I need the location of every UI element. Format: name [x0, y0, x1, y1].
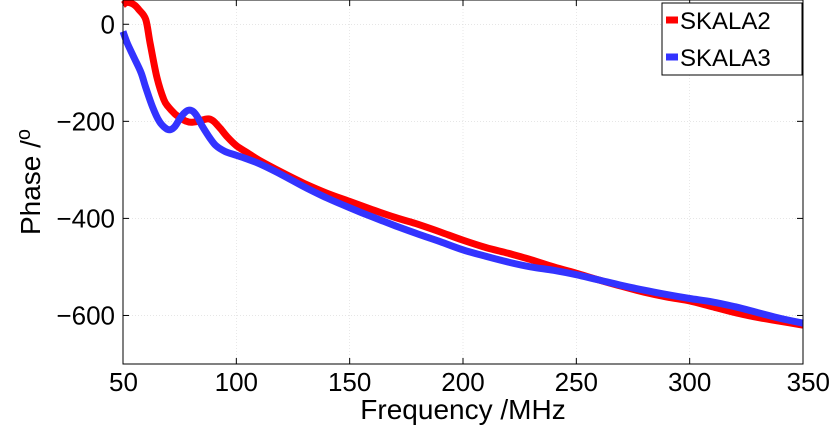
y-tick-label: −200 [56, 106, 115, 136]
x-tick-label: 300 [668, 367, 711, 397]
x-tick-label: 200 [441, 367, 484, 397]
x-tick-label: 100 [215, 367, 258, 397]
x-tick-label: 150 [328, 367, 371, 397]
y-tick-label: −600 [56, 300, 115, 330]
x-tick-label: 350 [787, 367, 830, 397]
y-axis-title-degree: o [13, 129, 35, 140]
x-tick-label: 50 [109, 367, 138, 397]
x-tick-label: 250 [555, 367, 598, 397]
series-line-skala3 [119, 30, 804, 327]
y-axis-ticks: 0 −200 −400 −600 [56, 9, 803, 330]
legend: SKALA2 SKALA3 [661, 2, 803, 76]
x-axis-title: Frequency /MHz [360, 394, 565, 425]
series-lines [119, 0, 804, 329]
y-tick-label: 0 [101, 9, 115, 39]
y-tick-label: −400 [56, 203, 115, 233]
y-axis-title-main: Phase / [15, 140, 46, 235]
legend-label-skala3: SKALA3 [680, 45, 771, 72]
y-axis-title: Phase /o [13, 129, 46, 235]
legend-box [661, 2, 803, 76]
x-axis-ticks: 50 100 150 200 250 300 350 [109, 0, 830, 397]
legend-label-skala2: SKALA2 [680, 8, 771, 35]
